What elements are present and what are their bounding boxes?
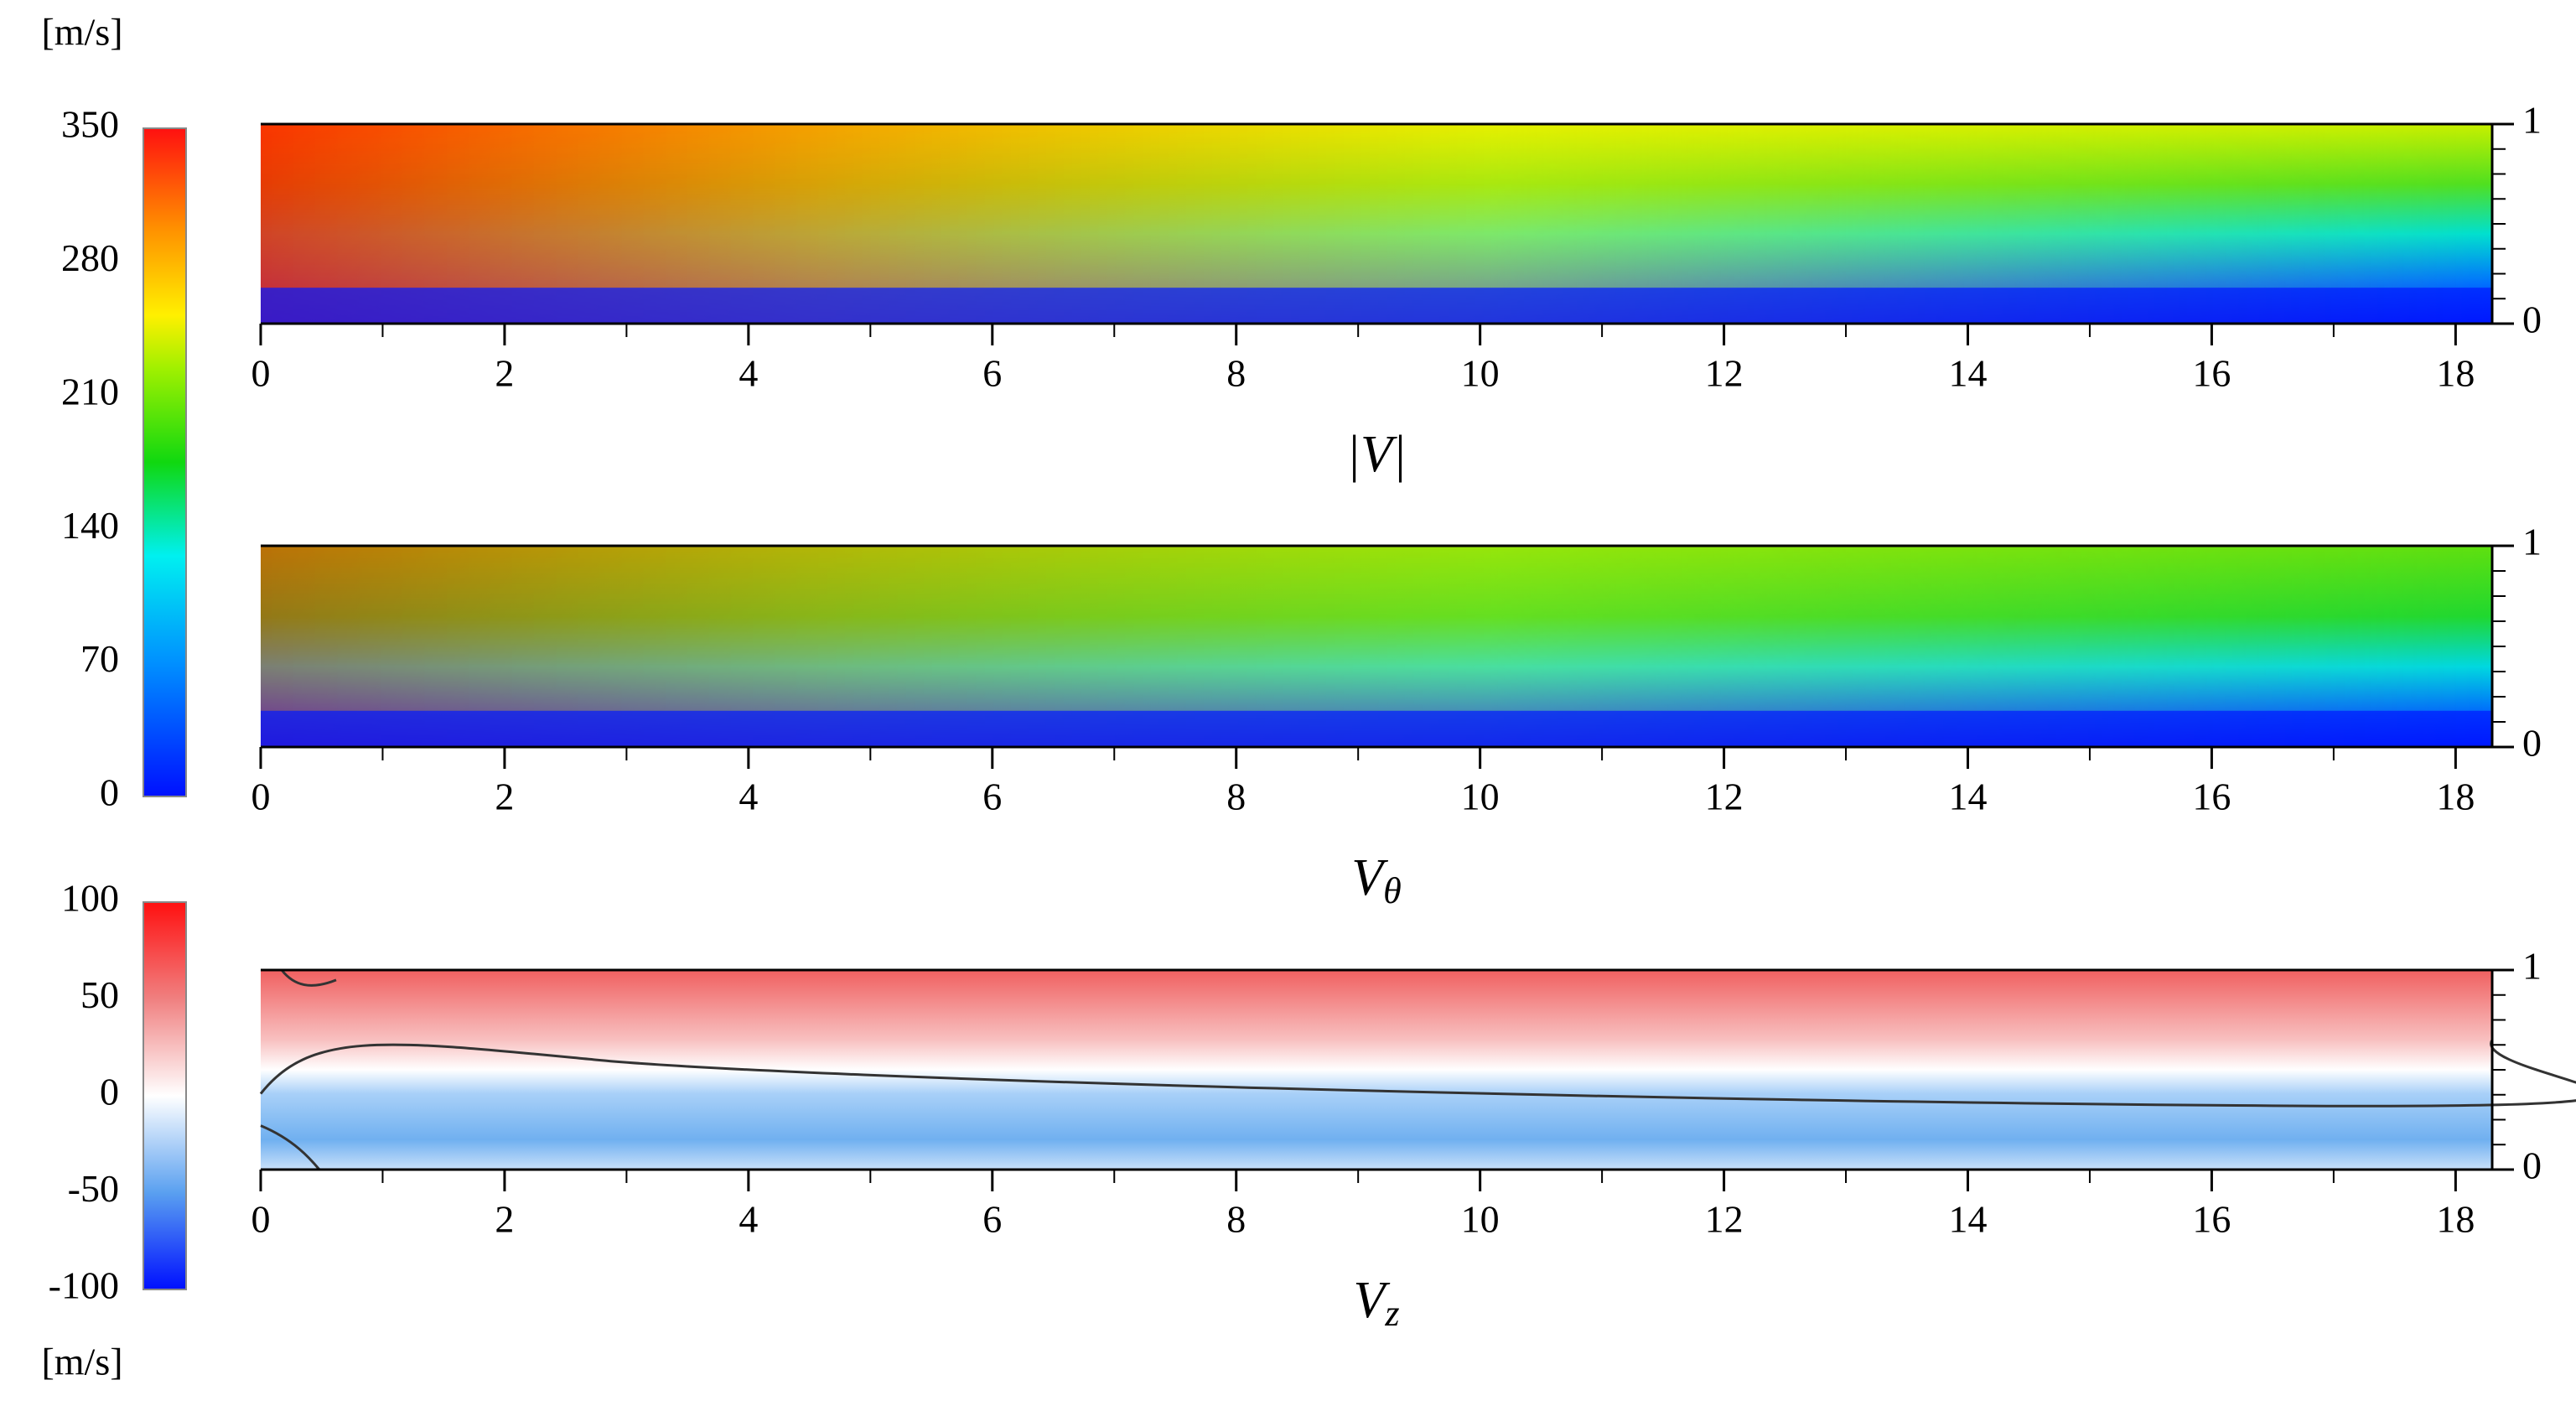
- colorbar-tick-label: -50: [68, 1167, 119, 1210]
- title-sub: z: [1384, 1293, 1399, 1334]
- x-tick-label: 6: [982, 776, 1002, 818]
- colorbar-unit: [m/s]: [41, 1341, 122, 1383]
- panel-title: Vz: [1354, 1272, 1400, 1334]
- colorbar-tick-label: 350: [61, 103, 119, 146]
- wall-layer: [261, 710, 2492, 747]
- colorbar-tick-label: 0: [100, 1071, 119, 1113]
- x-tick-label: 8: [1226, 352, 1246, 395]
- x-tick-label: 18: [2436, 1198, 2475, 1241]
- x-tick-label: 4: [739, 776, 758, 818]
- colorbar-tick-label: 100: [61, 877, 119, 920]
- zero-contour: [260, 1124, 321, 1170]
- x-tick-label: 18: [2436, 776, 2475, 818]
- colorbar-tick-label: 210: [61, 370, 119, 412]
- panel-title: |V|: [1346, 426, 1407, 483]
- x-tick-label: 0: [251, 352, 271, 395]
- x-tick-label: 4: [739, 1198, 758, 1241]
- colorbar-tick-label: 70: [80, 637, 119, 680]
- zero-contour: [280, 969, 337, 987]
- title-sub: θ: [1383, 870, 1402, 911]
- title-main: V: [1351, 849, 1388, 906]
- x-tick-label: 6: [982, 352, 1002, 395]
- y-tick-label: 0: [2522, 1144, 2542, 1187]
- title-main: V: [1354, 1272, 1391, 1329]
- colorbar-tick-label: 0: [100, 771, 119, 814]
- y-tick-label: 0: [2522, 298, 2542, 341]
- x-tick-label: 16: [2192, 776, 2231, 818]
- x-tick-label: 14: [1949, 352, 1988, 395]
- x-tick-label: 12: [1705, 1198, 1744, 1241]
- x-tick-label: 2: [495, 1198, 514, 1241]
- x-tick-label: 12: [1705, 352, 1744, 395]
- x-tick-label: 14: [1949, 1198, 1988, 1241]
- x-tick-label: 2: [495, 352, 514, 395]
- x-tick-label: 6: [982, 1198, 1002, 1241]
- x-tick-label: 14: [1949, 776, 1988, 818]
- x-tick-label: 8: [1226, 776, 1246, 818]
- title-main: |V|: [1346, 426, 1407, 483]
- colorbar-tick-label: 140: [61, 504, 119, 547]
- zero-contour: [259, 1039, 2576, 1108]
- x-tick-label: 16: [2192, 352, 2231, 395]
- x-tick-label: 10: [1461, 1198, 1500, 1241]
- colorbar-tick-label: -100: [49, 1264, 119, 1307]
- colorbar: [143, 901, 187, 1290]
- x-tick-label: 0: [251, 776, 271, 818]
- colorbar-tick-label: 50: [80, 973, 119, 1016]
- x-tick-label: 10: [1461, 352, 1500, 395]
- y-tick-label: 0: [2522, 722, 2542, 765]
- x-tick-label: 12: [1705, 776, 1744, 818]
- colorbar-unit: [m/s]: [41, 11, 122, 54]
- x-tick-label: 2: [495, 776, 514, 818]
- colorbar: [143, 127, 187, 797]
- x-tick-label: 10: [1461, 776, 1500, 818]
- y-tick-label: 1: [2522, 521, 2542, 563]
- contour-field: [261, 970, 2492, 1170]
- x-tick-label: 18: [2436, 352, 2475, 395]
- wall-layer: [261, 288, 2492, 324]
- x-tick-label: 16: [2192, 1198, 2231, 1241]
- colorbar-tick-label: 280: [61, 236, 119, 279]
- x-tick-label: 0: [251, 1198, 271, 1241]
- x-tick-label: 8: [1226, 1198, 1246, 1241]
- panel-title: Vθ: [1351, 849, 1402, 911]
- y-tick-label: 1: [2522, 99, 2542, 142]
- x-tick-label: 4: [739, 352, 758, 395]
- fields: [259, 124, 2576, 1170]
- y-tick-label: 1: [2522, 945, 2542, 988]
